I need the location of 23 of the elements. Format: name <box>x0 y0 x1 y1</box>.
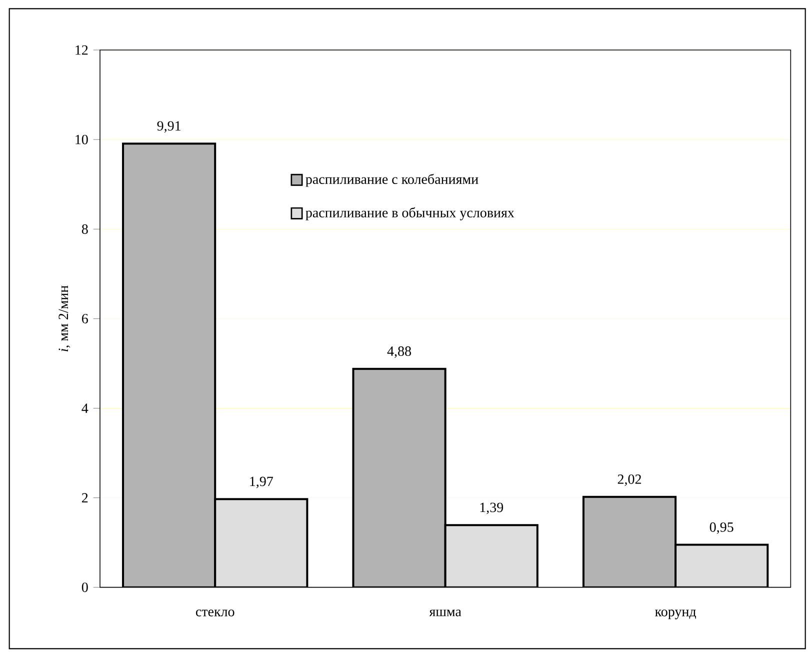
data-label: 2,02 <box>618 474 641 486</box>
y-tick-label: 2 <box>82 493 88 502</box>
x-tick-label: корунд <box>655 610 696 620</box>
y-tick-label: 6 <box>82 314 88 324</box>
y-tick-label: 0 <box>82 582 88 592</box>
legend-label: распиливание с колебаниями <box>306 174 478 187</box>
y-tick-label: 10 <box>76 134 88 144</box>
y-axis-title: i, мм 2/мин <box>58 286 70 352</box>
bar <box>352 368 446 588</box>
bar <box>444 524 538 588</box>
data-label: 4,88 <box>387 346 411 358</box>
data-label: 1,97 <box>250 476 273 488</box>
bar <box>674 544 769 588</box>
y-tick-label: 8 <box>82 224 88 234</box>
data-label: 1,39 <box>480 502 504 514</box>
legend-label: распиливание в обычных условиях <box>306 207 514 220</box>
data-label: 0,95 <box>710 522 734 534</box>
bar <box>582 496 677 588</box>
data-label: 9,91 <box>157 121 180 133</box>
x-tick-label: стекло <box>196 610 234 616</box>
y-tick-label: 12 <box>76 45 88 55</box>
x-tick-label: яшма <box>429 610 462 616</box>
y-tick-label: 4 <box>82 404 88 413</box>
